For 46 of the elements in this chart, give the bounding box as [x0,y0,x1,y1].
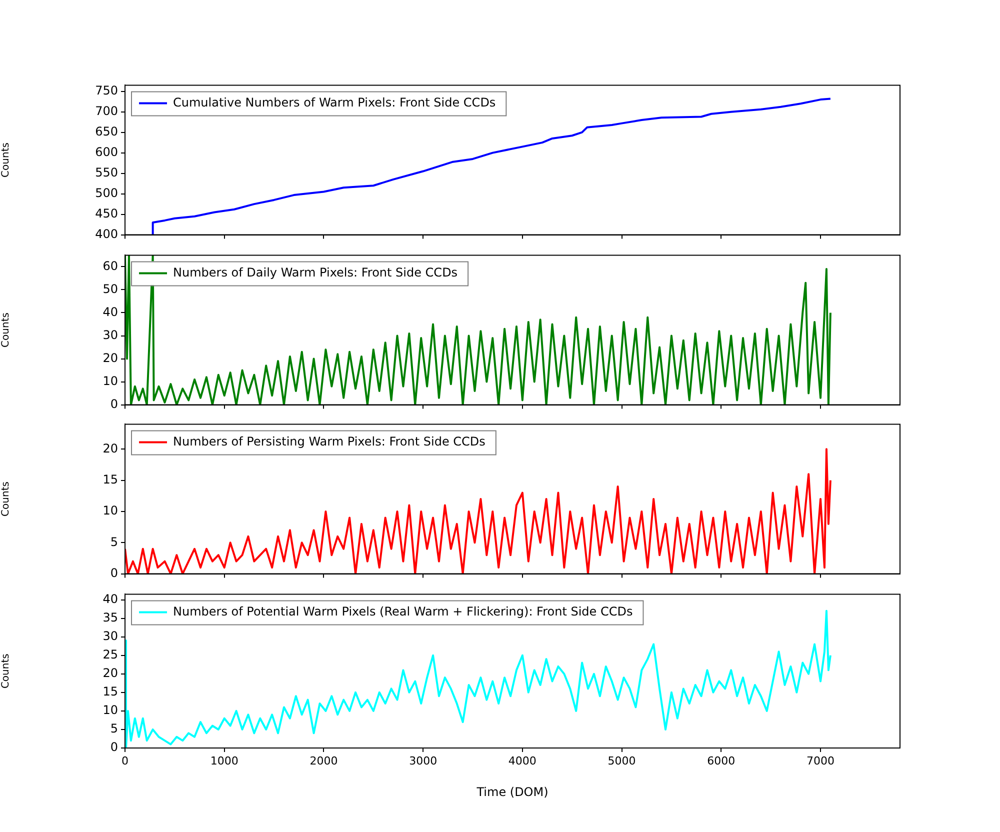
y-tick-label: 650 [95,124,118,138]
legend-label: Numbers of Potential Warm Pixels (Real Warm + Flickering): Front Side CCDs [173,604,633,618]
y-tick-label: 0 [110,740,118,754]
y-axis-title: Counts [0,312,12,348]
x-axis-title: Time (DOM) [476,784,548,799]
y-tick-label: 0 [110,396,118,411]
y-tick-label: 10 [102,703,118,718]
y-tick-label: 750 [95,83,118,98]
x-tick-label: 7000 [806,754,835,768]
x-tick-label: 4000 [508,754,536,768]
y-tick-label: 500 [95,186,118,200]
x-tick-label: 0 [122,754,128,768]
y-tick-label: 15 [102,684,118,699]
y-tick-label: 30 [102,328,118,342]
y-tick-label: 40 [102,592,118,606]
y-tick-label: 15 [102,472,118,486]
y-tick-label: 25 [102,647,118,662]
y-tick-label: 400 [95,226,118,241]
y-tick-label: 600 [95,144,118,159]
x-tick-label: 3000 [409,754,438,768]
y-tick-label: 5 [110,534,118,549]
x-tick-label: 1000 [210,754,238,768]
x-tick-label: 2000 [310,754,338,768]
y-tick-label: 50 [102,282,118,296]
y-tick-label: 700 [95,104,118,118]
y-tick-label: 5 [110,722,118,736]
y-tick-label: 550 [95,165,118,180]
y-tick-label: 30 [102,628,118,643]
y-tick-label: 10 [102,504,118,518]
y-axis-title: Counts [0,142,12,178]
x-tick-label: 5000 [608,754,636,768]
y-tick-label: 20 [102,350,118,365]
legend-label: Cumulative Numbers of Warm Pixels: Front Side CCDs [173,95,496,110]
y-tick-label: 450 [95,206,118,220]
y-tick-label: 20 [102,666,118,680]
y-tick-label: 0 [110,566,118,580]
y-tick-label: 10 [102,374,118,388]
y-axis-title: Counts [0,482,12,516]
y-tick-label: 40 [102,304,118,319]
legend-label: Numbers of Daily Warm Pixels: Front Side CCDs [173,265,458,280]
y-tick-label: 60 [102,258,118,273]
y-tick-label: 35 [102,610,118,624]
y-tick-label: 20 [102,441,118,456]
x-tick-label: 6000 [707,754,736,768]
legend-label: Numbers of Persisting Warm Pixels: Front Side CCDs [173,434,486,448]
y-axis-title: Counts [0,654,12,689]
